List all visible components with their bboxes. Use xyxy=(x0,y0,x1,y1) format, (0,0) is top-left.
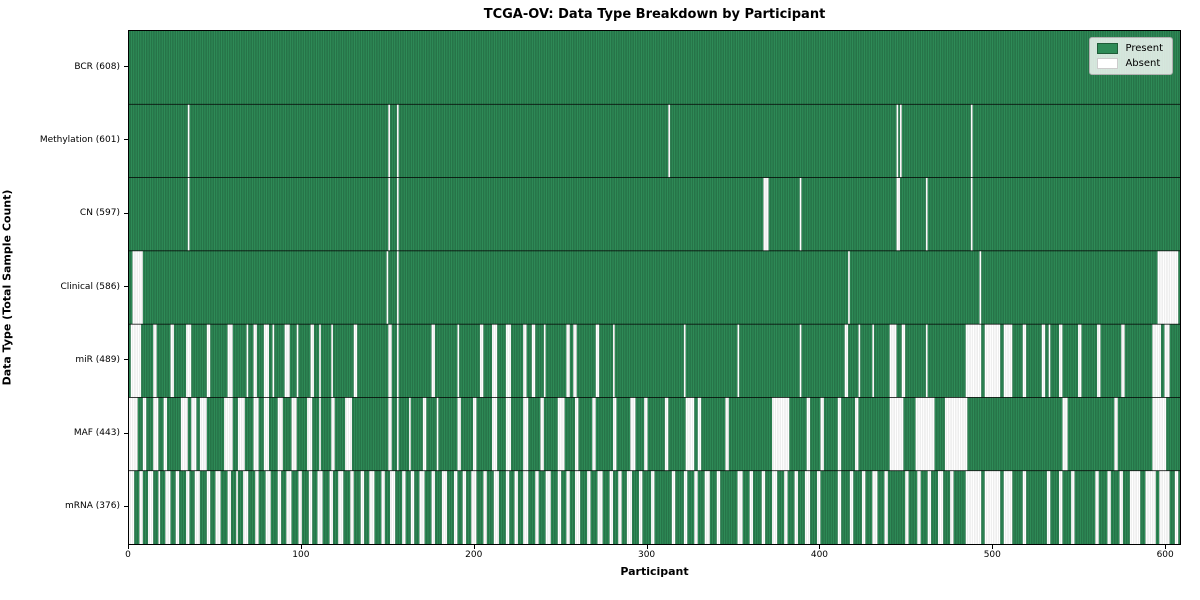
x-axis-label: Participant xyxy=(620,565,689,578)
ytick-label-Clinical: Clinical (586) xyxy=(60,281,120,292)
xtick-mark xyxy=(128,545,129,549)
ytick-mark xyxy=(124,286,128,287)
ytick-label-Methylation: Methylation (601) xyxy=(39,134,120,145)
ytick-mark xyxy=(124,359,128,361)
xtick-label-0: 0 xyxy=(125,550,131,560)
legend-swatch-absent xyxy=(1097,58,1119,69)
xtick-mark xyxy=(473,545,475,549)
xtick-label-300: 300 xyxy=(637,550,656,560)
ytick-mark xyxy=(124,505,128,507)
xtick-label-400: 400 xyxy=(810,550,829,560)
ytick-mark xyxy=(124,139,128,141)
legend-label-absent: Absent xyxy=(1125,58,1161,69)
xtick-mark xyxy=(1165,545,1167,549)
legend: Present Absent xyxy=(1089,37,1173,75)
xtick-mark xyxy=(819,545,821,549)
ytick-label-mRNA: mRNA (376) xyxy=(65,501,120,512)
ytick-mark xyxy=(124,212,128,214)
xtick-label-600: 600 xyxy=(1156,550,1174,560)
xtick-mark xyxy=(300,545,302,549)
plot-area: Present Absent xyxy=(128,30,1181,545)
ytick-label-MAF: MAF (443) xyxy=(73,428,120,439)
ytick-mark xyxy=(124,432,128,434)
ytick-label-miR: miR (489) xyxy=(75,354,120,365)
legend-item-present: Present xyxy=(1097,43,1163,54)
ytick-label-BCR: BCR (608) xyxy=(74,61,120,72)
ytick-label-CN: CN (597) xyxy=(79,208,120,219)
chart-title: TCGA-OV: Data Type Breakdown by Particip… xyxy=(483,7,826,22)
xtick-label-500: 500 xyxy=(983,550,1001,560)
ytick-mark xyxy=(124,66,128,68)
legend-item-absent: Absent xyxy=(1097,58,1163,69)
legend-label-present: Present xyxy=(1125,43,1163,54)
legend-swatch-present xyxy=(1097,43,1119,54)
xtick-label-100: 100 xyxy=(292,550,310,560)
xtick-mark xyxy=(992,545,994,549)
heatmap-canvas xyxy=(129,31,1180,544)
xtick-label-200: 200 xyxy=(465,550,483,560)
xtick-mark xyxy=(646,545,648,549)
